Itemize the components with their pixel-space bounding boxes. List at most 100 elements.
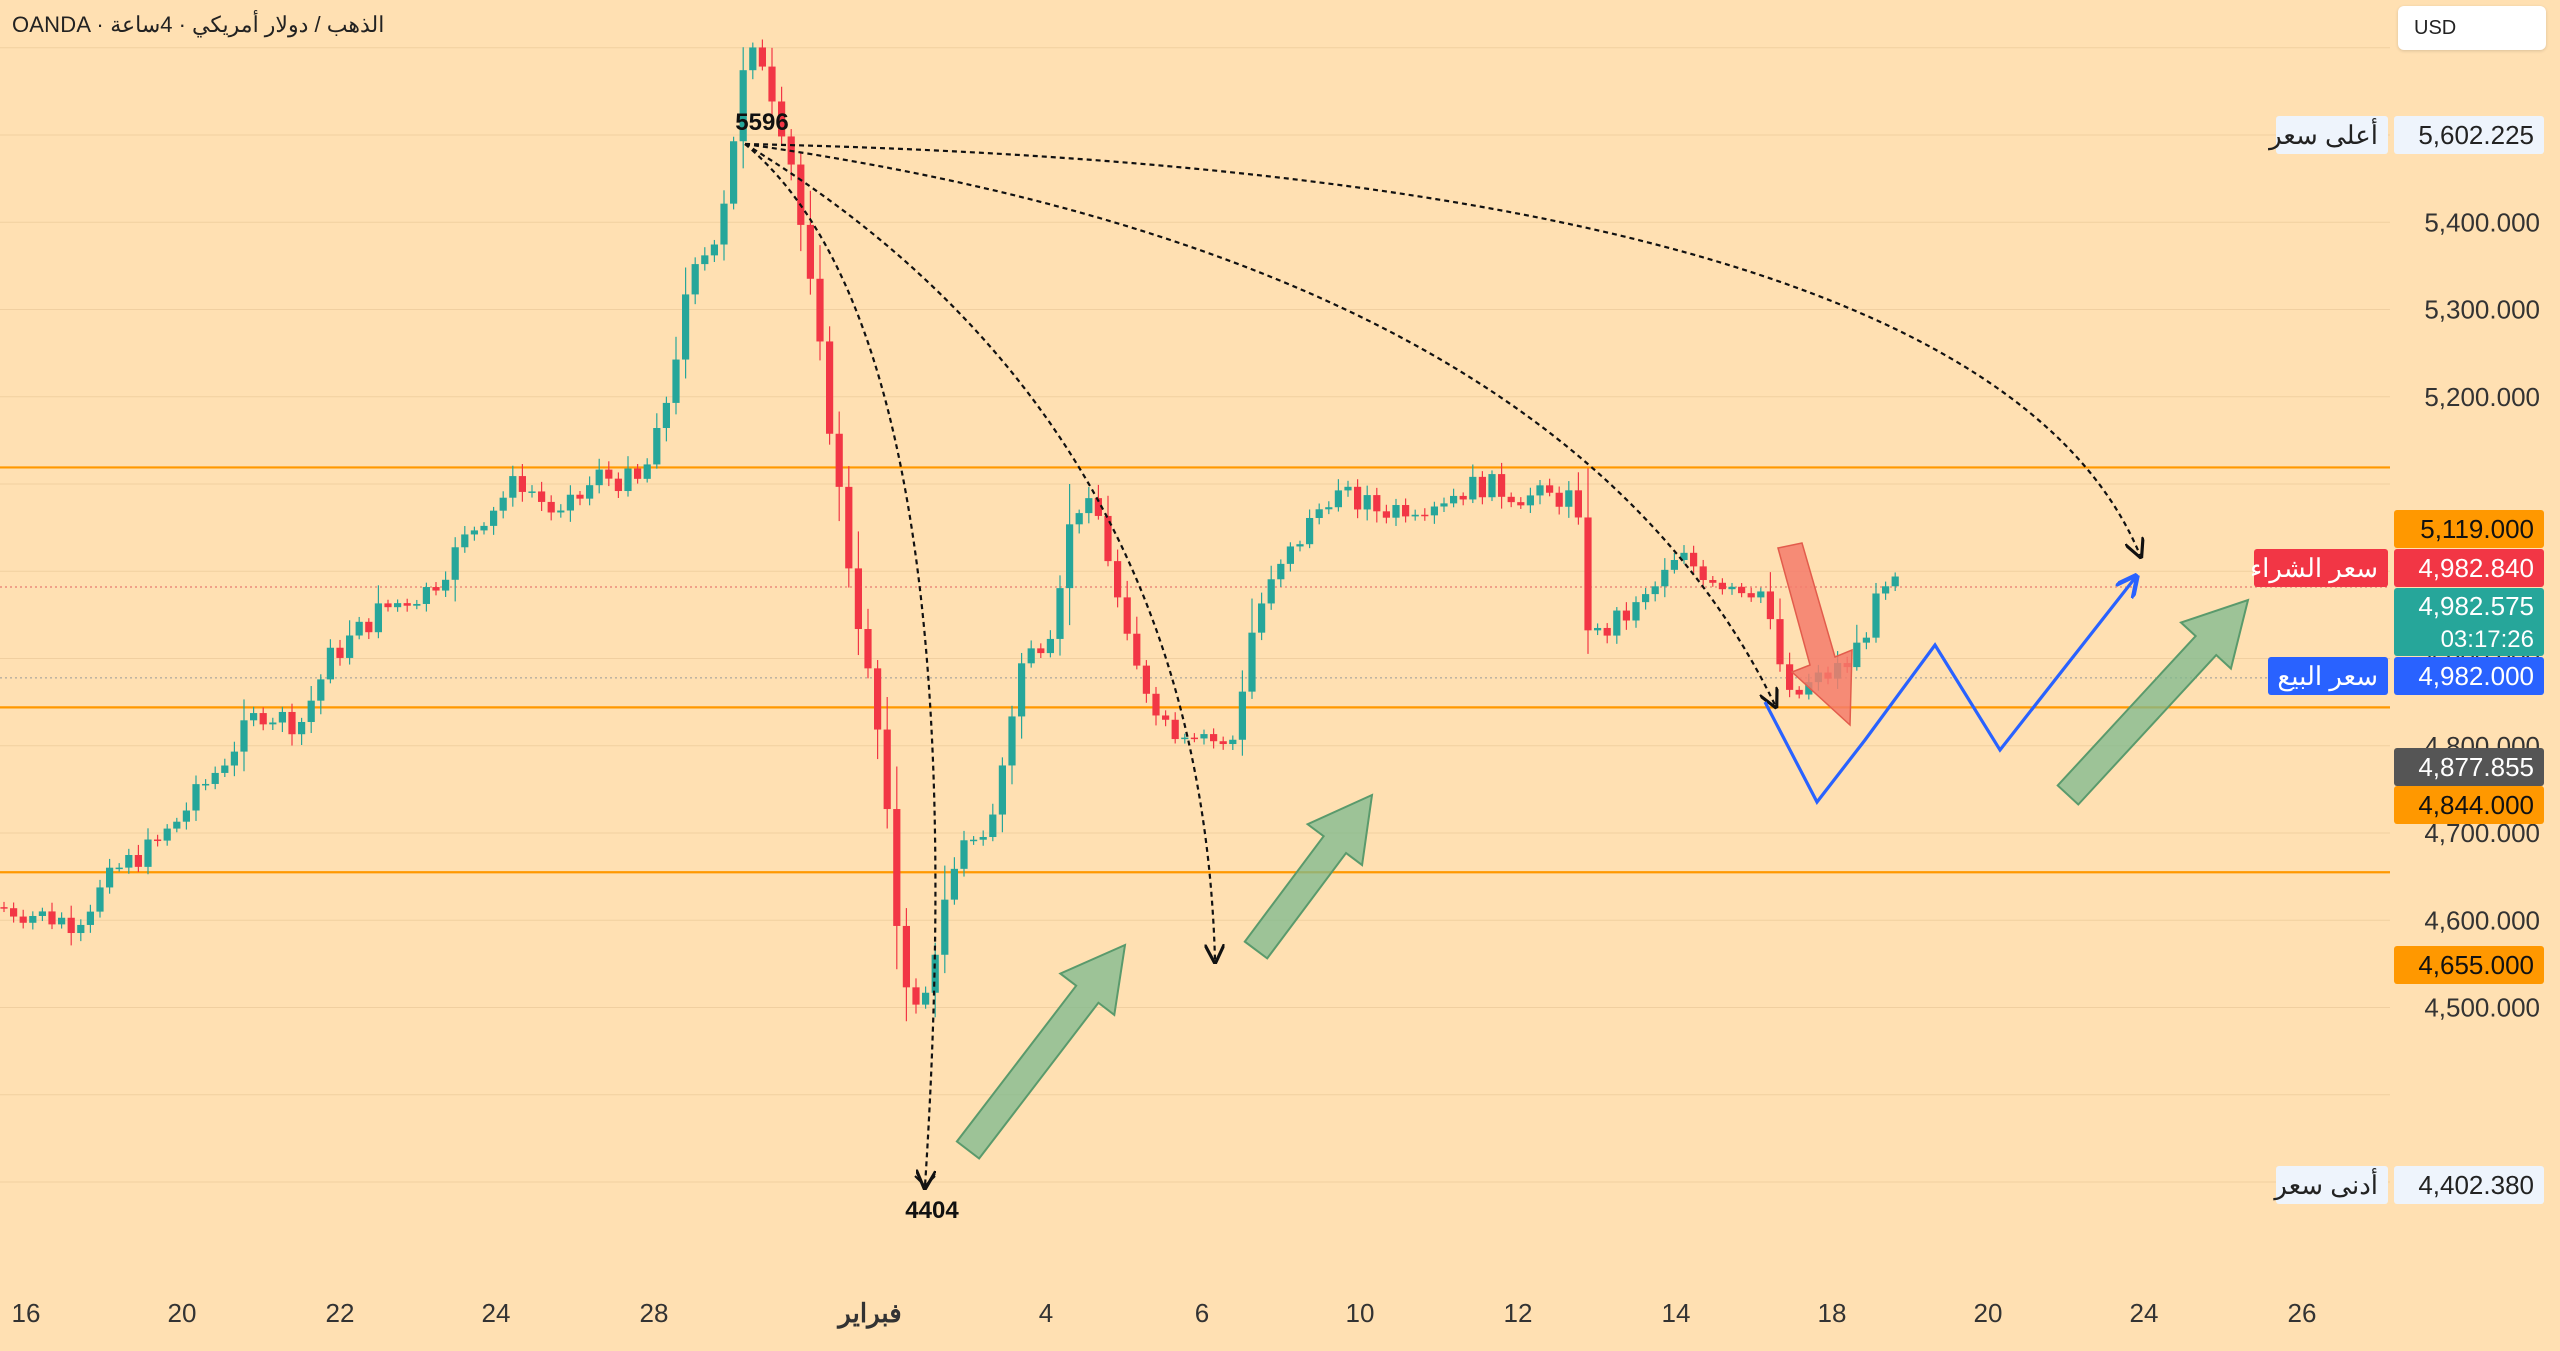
candle-up (922, 992, 930, 1005)
candle-up (422, 587, 430, 604)
candle-up (1411, 514, 1419, 517)
candle-down (1142, 665, 1150, 694)
candle-up (653, 427, 661, 465)
candle-up (230, 751, 238, 766)
candle-up (346, 635, 354, 658)
candle-down (1123, 597, 1131, 634)
green-arrow-1 (955, 943, 1127, 1160)
candle-up (240, 720, 248, 752)
candle-up (1661, 569, 1669, 587)
candle-up (1450, 495, 1458, 504)
candle-down (845, 486, 853, 569)
candle-up (1862, 637, 1870, 643)
candle-up (710, 244, 718, 256)
candle-up (1488, 474, 1496, 498)
candle-down (1699, 566, 1707, 581)
low-value: 4,402.380 (2418, 1170, 2534, 1200)
candle-down (854, 568, 862, 630)
y-tick-label: 4,600.000 (2424, 905, 2540, 935)
candle-down (768, 66, 776, 102)
x-tick-label: 26 (2288, 1298, 2317, 1328)
candle-down (1795, 689, 1803, 695)
candle-up (1085, 498, 1093, 514)
candle-down (1152, 693, 1160, 716)
candle-up (307, 700, 315, 722)
y-tick-label: 5,200.000 (2424, 382, 2540, 412)
candle-up (77, 924, 85, 934)
sell-label: سعر البيع (2277, 661, 2378, 692)
projection-path (1763, 578, 2135, 805)
green-arrow-3 (2056, 598, 2250, 806)
candle-down (1690, 552, 1698, 567)
candle-down (576, 494, 584, 499)
candle-up (1613, 610, 1621, 636)
candle-up (451, 547, 459, 580)
candle-down (384, 603, 392, 608)
x-tick-label: 10 (1346, 1298, 1375, 1328)
candle-up (144, 839, 152, 867)
candle-up (998, 765, 1006, 815)
candle-up (1882, 586, 1890, 594)
candle-down (432, 587, 440, 591)
buy-label-box (2254, 549, 2388, 587)
candle-up (1430, 506, 1438, 516)
candle-up (1440, 503, 1448, 507)
candle-up (1680, 552, 1688, 560)
candle-down (1094, 498, 1102, 516)
candle-up (509, 476, 517, 498)
candle-down (336, 647, 344, 658)
low-label: أدنى سعر (2272, 1167, 2378, 1201)
candle-down (1133, 633, 1141, 666)
level-4655-label: 4,655.000 (2418, 950, 2534, 980)
candle-down (1603, 627, 1611, 636)
candle-down (1162, 715, 1170, 720)
candle-up (442, 579, 450, 591)
candle-up (1594, 627, 1602, 631)
candle-up (1066, 524, 1074, 589)
arrow-head-4404 (914, 1175, 936, 1187)
candle-up (682, 294, 690, 360)
high-value-box (2394, 116, 2544, 154)
candle-up (221, 765, 229, 773)
candle-up (1315, 509, 1323, 518)
candle-down (912, 987, 920, 1005)
candle-up (1181, 737, 1189, 740)
candle-up (1200, 734, 1208, 739)
candle-up (566, 494, 574, 511)
candle-down (154, 839, 162, 842)
candle-down (1114, 561, 1122, 598)
candle-up (989, 814, 997, 838)
candle-up (1392, 505, 1400, 518)
candle-down (1622, 610, 1630, 621)
y-tick-label: 5,400.000 (2424, 207, 2540, 237)
candle-down (1219, 741, 1227, 745)
currency-button[interactable]: USD (2398, 6, 2546, 50)
candle-up (326, 647, 334, 680)
candle-up (355, 621, 363, 636)
low-label-box (2276, 1166, 2388, 1204)
candle-up (29, 915, 37, 923)
high-label-box (2276, 116, 2388, 154)
candle-up (691, 264, 699, 295)
buy-label: سعر الشراء (2250, 553, 2378, 584)
buy-value-box (2394, 549, 2544, 587)
x-tick-label: 4 (1039, 1298, 1053, 1328)
candle-up (163, 828, 171, 841)
candle-up (317, 679, 325, 701)
candle-down (1373, 495, 1381, 512)
candle-up (1229, 739, 1237, 745)
candle-up (490, 510, 498, 526)
candle-down (634, 468, 642, 479)
x-tick-label: 14 (1662, 1298, 1691, 1328)
x-tick-label: 18 (1818, 1298, 1847, 1328)
countdown-timer: 03:17:26 (2441, 626, 2534, 653)
candle-up (269, 722, 277, 725)
candle-up (749, 47, 757, 71)
candle-up (1526, 495, 1534, 506)
candle-up (960, 840, 968, 869)
candle-down (835, 433, 843, 487)
level-4844-label-box (2394, 786, 2544, 824)
candle-down (1546, 485, 1554, 493)
